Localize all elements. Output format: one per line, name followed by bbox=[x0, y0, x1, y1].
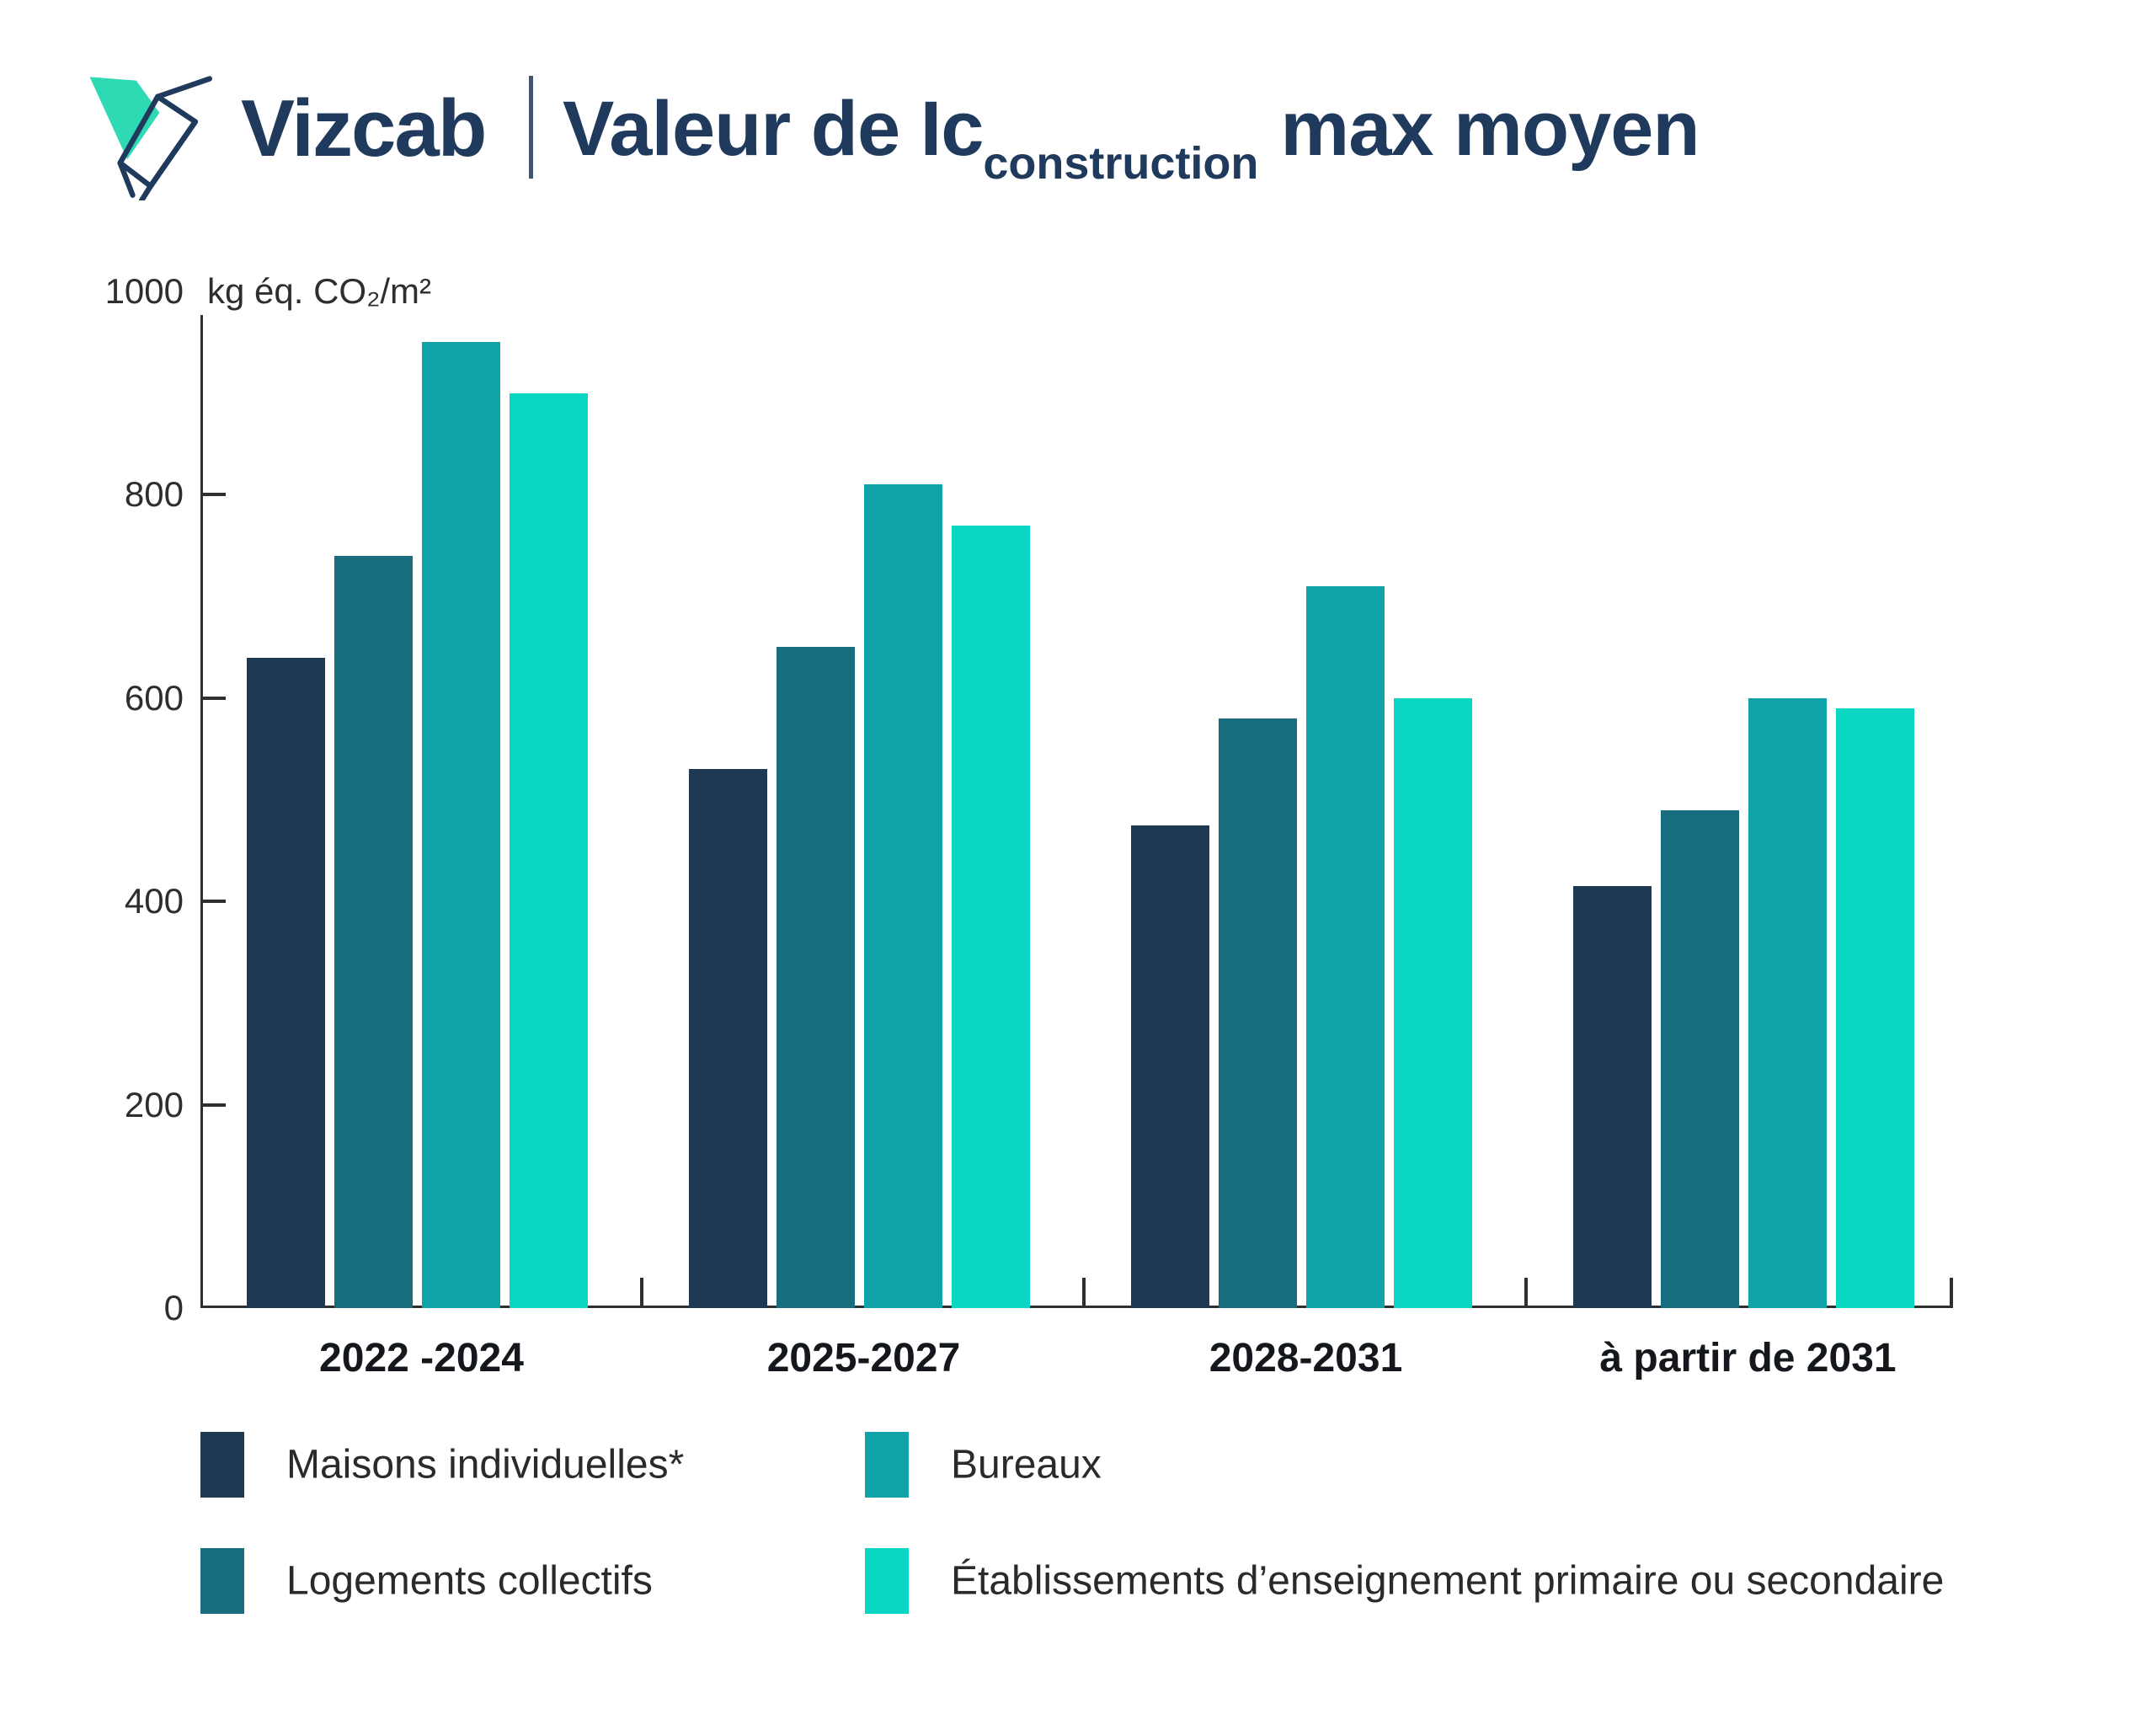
y-tick-mark-600 bbox=[200, 696, 226, 700]
header: Vizcab Valeur de Icconstruction max moyen bbox=[0, 0, 2156, 219]
y-tick-mark-200 bbox=[200, 1103, 226, 1107]
legend-swatch-4 bbox=[865, 1548, 909, 1614]
bar-3-group-4 bbox=[1748, 697, 1827, 1308]
legend-swatch-1 bbox=[200, 1432, 244, 1498]
y-tick-mark-800 bbox=[200, 493, 226, 497]
x-tick-mark-1 bbox=[640, 1278, 643, 1308]
y-tick-label-600: 600 bbox=[124, 677, 184, 718]
y-tick-label-400: 400 bbox=[124, 881, 184, 921]
vizcab-logo-icon bbox=[89, 76, 213, 200]
x-category-label-2: 2025-2027 bbox=[766, 1336, 961, 1381]
bar-3-group-2 bbox=[864, 484, 942, 1308]
bar-1-group-1 bbox=[247, 657, 325, 1308]
y-tick-label-0: 0 bbox=[163, 1288, 184, 1327]
title-suffix: max moyen bbox=[1280, 86, 1700, 172]
bar-2-group-2 bbox=[776, 647, 855, 1308]
legend-label-1: Maisons individuelles* bbox=[286, 1442, 685, 1487]
legend-label-2: Logements collectifs bbox=[286, 1558, 653, 1604]
legend-label-4: Établissements d’enseignement primaire o… bbox=[951, 1558, 1945, 1604]
y-tick-label-800: 800 bbox=[124, 474, 184, 515]
title-subscript: construction bbox=[983, 138, 1259, 189]
x-tick-mark-2 bbox=[1082, 1278, 1086, 1308]
legend-swatch-3 bbox=[865, 1432, 909, 1498]
title-divider bbox=[529, 76, 533, 179]
bar-1-group-3 bbox=[1131, 825, 1209, 1308]
x-tick-mark-3 bbox=[1524, 1278, 1528, 1308]
y-tick-label-1000: 1000 bbox=[104, 271, 184, 311]
y-axis-unit-label: kg éq. CO₂/m² bbox=[207, 271, 432, 311]
x-category-label-3: 2028-2031 bbox=[1209, 1336, 1403, 1381]
page-title: Valeur de Icconstruction max moyen bbox=[563, 74, 1700, 189]
y-axis-line bbox=[200, 315, 203, 1308]
y-tick-mark-400 bbox=[200, 900, 226, 904]
bar-2-group-3 bbox=[1219, 718, 1297, 1308]
x-tick-mark-4 bbox=[1950, 1278, 1953, 1308]
bar-2-group-4 bbox=[1661, 809, 1739, 1308]
x-category-label-1: 2022 -2024 bbox=[319, 1336, 524, 1381]
brand-wordmark: Vizcab bbox=[241, 83, 487, 174]
bar-2-group-1 bbox=[334, 555, 413, 1308]
bar-4-group-3 bbox=[1394, 697, 1472, 1308]
legend-swatch-2 bbox=[200, 1548, 244, 1614]
bar-3-group-3 bbox=[1306, 586, 1385, 1308]
bar-3-group-1 bbox=[422, 342, 500, 1308]
legend-label-3: Bureaux bbox=[951, 1442, 1102, 1487]
x-category-label-4: à partir de 2031 bbox=[1599, 1336, 1897, 1381]
x-axis-line bbox=[200, 1306, 1950, 1308]
bar-1-group-4 bbox=[1573, 886, 1652, 1308]
bar-4-group-2 bbox=[952, 525, 1030, 1308]
bar-4-group-1 bbox=[510, 393, 588, 1308]
bar-4-group-4 bbox=[1836, 708, 1914, 1308]
y-tick-label-200: 200 bbox=[124, 1084, 184, 1124]
title-main: Valeur de Ic bbox=[563, 86, 984, 172]
bar-1-group-2 bbox=[689, 769, 767, 1308]
